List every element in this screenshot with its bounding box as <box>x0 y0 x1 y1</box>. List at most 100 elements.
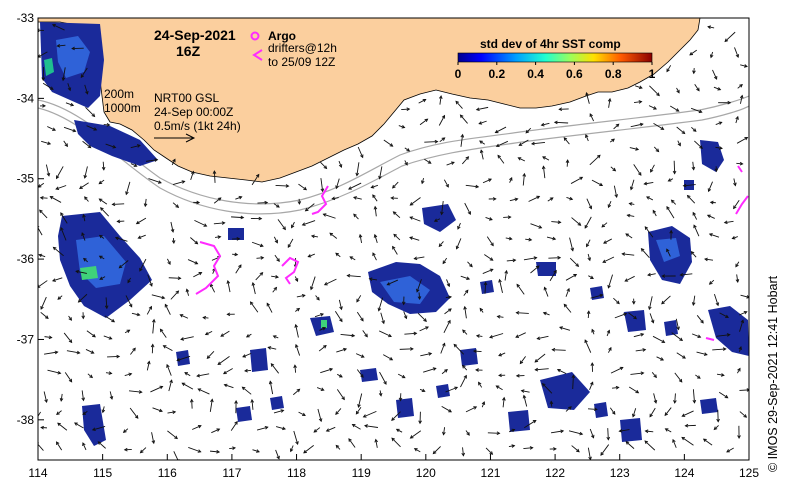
current-arrow-head <box>565 159 570 164</box>
current-arrow <box>607 428 609 440</box>
current-arrow <box>310 276 316 290</box>
current-arrow <box>446 279 450 287</box>
current-arrow-head <box>98 198 103 202</box>
current-arrow-head <box>101 409 106 414</box>
current-arrow <box>509 198 518 202</box>
current-arrow-head <box>123 447 128 452</box>
current-arrow-head <box>743 311 748 315</box>
current-arrow <box>600 444 610 456</box>
current-arrow <box>98 179 105 185</box>
current-arrow-head <box>285 184 290 188</box>
current-arrow-head <box>743 414 748 418</box>
current-arrow <box>715 146 723 149</box>
current-arrow-head <box>294 343 299 348</box>
current-arrow <box>586 198 592 209</box>
current-arrow <box>63 126 76 132</box>
current-arrow-head <box>520 389 525 393</box>
current-arrow-head <box>422 98 427 103</box>
current-arrow <box>647 273 656 276</box>
current-arrow <box>314 313 324 318</box>
current-arrow <box>356 311 364 322</box>
current-arrow <box>414 448 421 453</box>
current-arrow <box>213 222 225 225</box>
current-arrow-head <box>653 399 658 404</box>
current-arrow <box>613 185 618 198</box>
current-arrow-head <box>669 229 673 234</box>
current-arrow <box>606 330 610 337</box>
current-arrow <box>356 369 364 378</box>
current-arrow <box>53 246 64 257</box>
current-arrow <box>198 388 210 395</box>
current-arrow-head <box>557 220 562 224</box>
current-arrow-head <box>611 138 615 143</box>
current-arrow <box>696 315 704 324</box>
current-arrow <box>628 312 637 320</box>
current-arrow-head <box>370 185 375 189</box>
current-arrow-head <box>475 107 480 112</box>
current-arrow-head <box>82 442 86 447</box>
current-arrow-head <box>226 279 231 284</box>
current-arrow-head <box>461 364 466 369</box>
current-arrow <box>740 95 743 104</box>
current-arrow <box>693 225 700 237</box>
current-arrow <box>172 180 185 186</box>
current-arrow-head <box>310 234 315 239</box>
current-arrow <box>439 95 442 105</box>
current-arrow-head <box>446 283 451 288</box>
current-arrow <box>410 197 421 206</box>
current-arrow <box>355 353 365 358</box>
current-arrow <box>166 364 172 376</box>
current-arrow <box>257 202 268 204</box>
current-arrow-head <box>516 283 520 288</box>
current-arrow-head <box>122 429 127 433</box>
current-arrow <box>674 372 683 383</box>
current-arrow <box>608 200 612 208</box>
current-arrow-head <box>234 420 238 425</box>
current-arrow <box>649 407 656 417</box>
current-arrow <box>676 126 685 134</box>
current-arrow-head <box>276 455 280 460</box>
current-arrow-head <box>587 257 592 262</box>
current-arrow <box>75 270 87 274</box>
current-arrow-head <box>267 346 272 350</box>
current-arrow <box>445 386 458 393</box>
current-arrow-head <box>335 411 339 415</box>
current-arrow-head <box>475 334 480 338</box>
current-arrow <box>535 368 549 371</box>
current-arrow <box>519 356 526 364</box>
current-arrow-head <box>167 261 171 266</box>
current-arrow <box>63 140 68 147</box>
current-arrow-head <box>373 233 378 238</box>
current-arrow <box>146 159 158 162</box>
current-arrow <box>566 196 573 200</box>
current-arrow-head <box>226 312 231 317</box>
current-arrow-head <box>378 392 383 397</box>
current-arrow-head <box>296 388 301 393</box>
current-arrow-head <box>388 333 392 338</box>
current-arrow <box>739 389 749 391</box>
current-arrow <box>441 201 444 215</box>
current-arrow-head <box>489 451 494 455</box>
current-arrow-head <box>614 194 619 199</box>
drifters-label-line2: to 25/09 12Z <box>268 55 335 69</box>
current-arrow-head <box>197 424 202 429</box>
current-arrow-head <box>586 310 591 315</box>
current-arrow-head <box>416 288 420 293</box>
current-arrow-head <box>157 180 162 184</box>
contour-200m-label: 200m <box>104 87 134 101</box>
current-arrow <box>256 257 264 259</box>
current-arrow-head <box>49 196 54 200</box>
current-arrow <box>465 184 479 188</box>
current-arrow-head <box>294 323 298 328</box>
current-arrow-head <box>679 272 684 277</box>
current-arrow-head <box>159 328 164 333</box>
current-arrow <box>648 105 657 110</box>
current-arrow-head <box>699 145 703 149</box>
current-arrow <box>691 333 701 338</box>
currents-model-label: NRT00 GSL <box>154 91 219 105</box>
current-arrow-head <box>633 315 638 320</box>
current-arrow-head <box>608 346 612 351</box>
current-arrow-head <box>709 200 714 205</box>
current-arrow-head <box>584 224 588 229</box>
current-arrow-head <box>522 394 527 399</box>
